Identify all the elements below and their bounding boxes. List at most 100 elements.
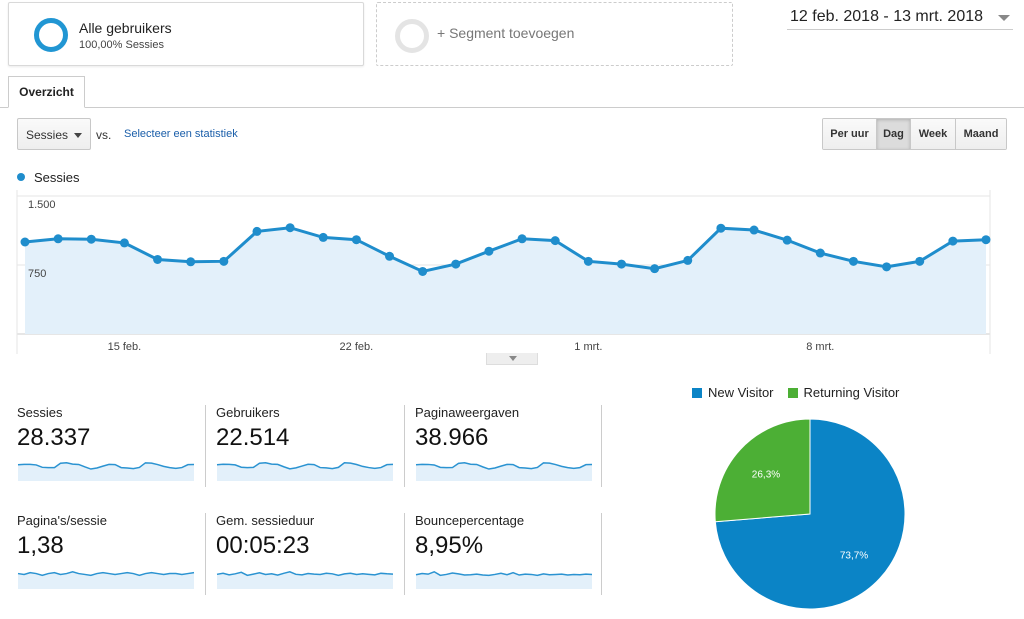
data-point[interactable] [385,251,395,261]
data-point[interactable] [451,259,461,269]
x-tick-label: 22 feb. [340,341,374,353]
sparkline-line [216,570,394,577]
metric-value: 8,95% [415,532,484,559]
x-tick-label: 1 mrt. [574,341,602,353]
sparkline [17,570,195,589]
tab-bar: Overzicht [0,76,1024,108]
metric-tile-sessions[interactable]: Sessies 28.337 [17,405,195,495]
metric-value: 28.337 [17,424,91,451]
visitor-type-pie-chart: 73,7% 26,3% [714,418,906,610]
tile-divider [404,405,405,487]
sparkline-line [17,462,195,470]
legend-label: Sessies [34,170,80,185]
data-point[interactable] [981,235,991,245]
metric-label: Sessies [17,405,63,420]
data-point[interactable] [252,226,262,236]
date-range-picker[interactable]: 12 feb. 2018 - 13 mrt. 2018 [787,6,1013,30]
pie-slice-label: 26,3% [752,469,780,480]
sparkline-area [416,571,592,589]
data-point[interactable] [848,256,858,266]
metric-tile-pages-per-session[interactable]: Pagina's/sessie 1,38 [17,513,195,603]
pie-slice-returning-visitor[interactable] [714,418,811,523]
segment-donut-icon [34,18,68,52]
data-point[interactable] [948,236,958,246]
metric-value: 1,38 [17,532,64,559]
data-point[interactable] [418,266,428,276]
data-point[interactable] [683,255,693,265]
sparkline [216,461,394,481]
data-point[interactable] [882,262,892,272]
data-point[interactable] [351,235,361,245]
metric-label: Pagina's/sessie [17,513,107,528]
data-point[interactable] [815,248,825,258]
data-point[interactable] [550,236,560,246]
data-point[interactable] [153,254,163,264]
data-point[interactable] [915,256,925,266]
series-area [25,227,986,334]
data-point[interactable] [285,223,295,233]
tile-divider [205,405,206,487]
sparkline-area [416,462,592,481]
chart-collapse-handle[interactable] [486,353,538,365]
sparkline-area [217,571,393,589]
data-point[interactable] [616,259,626,269]
metric-tile-bounce-rate[interactable]: Bouncepercentage 8,95% [415,513,593,603]
week-button[interactable]: Week [911,119,956,149]
sparkline-line [415,462,593,470]
vs-label: vs. [96,128,112,142]
sparkline [17,462,195,481]
sessions-line-chart: 1.500 750 15 feb. 22 feb. 1 mrt. 8 mrt. [16,190,991,354]
per-hour-button[interactable]: Per uur [823,119,877,149]
data-point[interactable] [186,257,196,267]
x-tick-label: 15 feb. [108,341,142,353]
legend-swatch [692,388,702,398]
tab-overview[interactable]: Overzicht [8,76,85,108]
data-point[interactable] [119,238,129,248]
metric-label: Gebruikers [216,405,280,420]
data-point[interactable] [716,223,726,233]
data-point[interactable] [583,256,593,266]
tile-divider [601,405,602,487]
data-point[interactable] [484,246,494,256]
empty-segment-icon [395,19,429,53]
tile-divider [205,513,206,595]
metric-tile-pageviews[interactable]: Paginaweergaven 38.966 [415,405,593,495]
pie-legend: New Visitor Returning Visitor [692,385,899,400]
chevron-down-icon [509,356,517,361]
metric-select[interactable]: Sessies [17,118,91,150]
day-button[interactable]: Dag [877,119,911,149]
add-segment-button[interactable]: + Segment toevoegen [376,2,733,66]
chart-legend: Sessies [17,170,80,185]
metric-select-value: Sessies [26,128,69,142]
data-point[interactable] [318,232,328,242]
legend-swatch [787,388,798,398]
select-statistic-link[interactable]: Selecteer een statistiek [124,128,238,140]
month-button[interactable]: Maand [956,119,1006,149]
sparkline-area [18,462,194,481]
data-point[interactable] [219,256,229,266]
x-tick-label: 8 mrt. [806,341,834,353]
series-line-sessies [24,226,987,274]
data-point[interactable] [20,237,30,247]
data-point[interactable] [782,235,792,245]
data-point[interactable] [517,234,527,244]
legend-label: Returning Visitor [803,385,900,400]
y-tick-label: 750 [28,268,46,280]
segment-card-all-users[interactable]: Alle gebruikers 100,00% Sessies [8,2,364,66]
data-point[interactable] [650,264,660,274]
sparkline [216,570,394,589]
metric-value: 22.514 [216,424,290,451]
data-point[interactable] [53,234,63,244]
legend-dot [17,173,25,181]
metric-tile-users[interactable]: Gebruikers 22.514 [216,405,394,495]
legend-item-new-visitor: New Visitor [692,385,774,400]
data-point[interactable] [86,234,96,244]
metric-tile-avg-session-duration[interactable]: Gem. sessieduur 00:05:23 [216,513,394,603]
metric-value: 00:05:23 [216,532,310,559]
metric-label: Gem. sessieduur [216,513,315,528]
chevron-down-icon [998,15,1010,21]
sparkline [415,462,593,481]
sparkline-area [217,462,393,481]
metric-label: Paginaweergaven [415,405,520,420]
data-point[interactable] [749,225,759,235]
